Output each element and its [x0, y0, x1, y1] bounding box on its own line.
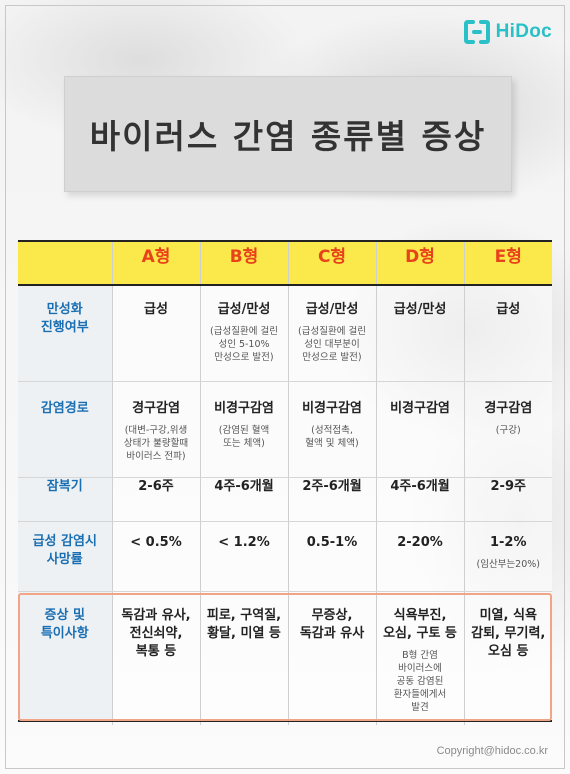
title-box: 바이러스 간염 종류별 증상: [64, 76, 512, 192]
page-frame: [5, 5, 565, 769]
table-cell: 4주-6개월: [200, 477, 289, 522]
cell-note: (대변-구강,위생 상태가 불량할때 바이러스 전파): [123, 424, 189, 462]
cell-main: 4주-6개월: [390, 478, 450, 494]
table-header-row: A형 B형 C형 D형 E형: [18, 240, 552, 286]
cell-main: 피로, 구역질, 황달, 미열 등: [206, 607, 282, 641]
table-cell: 4주-6개월: [376, 477, 465, 522]
cell-main: 미열, 식욕 감퇴, 무기력, 오심 등: [471, 607, 546, 659]
table-cell: < 0.5%: [112, 521, 201, 592]
cell-note: (임산부는20%): [476, 558, 541, 570]
cell-main: 식욕부진, 오심, 구토 등: [383, 607, 457, 641]
table-cell: 비경구감염 (성적접촉, 혈액 및 체액): [288, 381, 377, 478]
table-cell: 급성: [464, 285, 552, 382]
cell-note: (성적접촉, 혈액 및 체액): [305, 424, 359, 449]
hidoc-logo-icon: [463, 20, 490, 44]
cell-main: 급성/만성: [217, 302, 271, 317]
table-cell: 미열, 식욕 감퇴, 무기력, 오심 등: [464, 591, 552, 721]
copyright-text: Copyright@hidoc.co.kr: [436, 745, 548, 757]
cell-main: 비경구감염: [214, 400, 274, 416]
cell-main: 급성/만성: [305, 302, 359, 317]
header-empty-cell: [18, 240, 113, 286]
table-cell: 독감과 유사, 전신쇠약, 복통 등: [112, 591, 201, 721]
cell-main: 2-9주: [490, 478, 526, 494]
table-cell: 2-9주: [464, 477, 552, 522]
table-cell: 비경구감염: [376, 381, 465, 478]
cell-main: 0.5-1%: [306, 534, 358, 550]
rule-cell: [200, 720, 289, 725]
rule-cell: [288, 720, 377, 725]
table-cell: 급성: [112, 285, 201, 382]
row-label: 만성화 진행여부: [18, 285, 113, 382]
column-header: B형: [200, 240, 289, 286]
table-cell: 경구감염 (대변-구강,위생 상태가 불량할때 바이러스 전파): [112, 381, 201, 478]
table-cell: 급성/만성 (급성질환에 걸린 성인 5-10% 만성으로 발전): [200, 285, 289, 382]
cell-main: 1-2%: [489, 534, 527, 550]
table-cell: 식욕부진, 오심, 구토 등 B형 간염 바이러스에 공동 감염된 환자들에게서 …: [376, 591, 465, 721]
table-cell: 2-20%: [376, 521, 465, 592]
cell-main: 2주-6개월: [302, 478, 362, 494]
cell-main: 급성: [496, 302, 521, 317]
table-cell: 급성/만성 (급성질환에 걸린 성인 대부분이 만성으로 발전): [288, 285, 377, 382]
row-label: 잠복기: [18, 477, 113, 522]
cell-main: 급성/만성: [393, 302, 447, 317]
table-row: 증상 및 특이사항 독감과 유사, 전신쇠약, 복통 등 피로, 구역질, 황달…: [18, 591, 552, 721]
cell-main: 경구감염: [484, 400, 533, 416]
row-label-text: 증상 및 특이사항: [40, 607, 89, 641]
row-label: 증상 및 특이사항: [18, 591, 113, 721]
row-label-text: 잠복기: [46, 478, 83, 494]
row-label-text: 만성화 진행여부: [40, 302, 89, 335]
table-row: 급성 감염시 사망률 < 0.5% < 1.2% 0.5-1% 2-20% 1-…: [18, 521, 552, 592]
table-bottom-rule: [18, 720, 552, 725]
hidoc-logo-text: HiDoc: [495, 21, 552, 42]
cell-main: 급성: [144, 302, 168, 317]
cell-main: 4주-6개월: [214, 478, 274, 494]
cell-note: B형 간염 바이러스에 공동 감염된 환자들에게서 발견: [393, 649, 447, 713]
table-cell: < 1.2%: [200, 521, 289, 592]
cell-note: (감염된 혈액 또는 체액): [218, 424, 270, 449]
table-cell: 2주-6개월: [288, 477, 377, 522]
cell-main: 경구감염: [132, 400, 180, 416]
table-cell: 무증상, 독감과 유사: [288, 591, 377, 721]
cell-main: 비경구감염: [390, 400, 450, 416]
rule-cell: [18, 720, 113, 725]
cell-main: 비경구감염: [302, 400, 362, 416]
cell-note: (급성질환에 걸린 성인 대부분이 만성으로 발전): [298, 326, 366, 363]
table-cell: 2-6주: [112, 477, 201, 522]
table-row: 만성화 진행여부 급성 급성/만성 (급성질환에 걸린 성인 5-10% 만성으로…: [18, 285, 552, 382]
column-header: A형: [112, 240, 201, 286]
table-row: 잠복기 2-6주 4주-6개월 2주-6개월 4주-6개월 2-9주: [18, 477, 552, 522]
column-header: D형: [376, 240, 465, 286]
column-header: E형: [464, 240, 552, 286]
row-label-text: 감염경로: [40, 400, 89, 416]
row-label-text: 급성 감염시 사망률: [32, 533, 97, 567]
table-cell: 1-2% (임산부는20%): [464, 521, 552, 592]
table-cell: 피로, 구역질, 황달, 미열 등: [200, 591, 289, 721]
rule-cell: [112, 720, 201, 725]
row-label: 감염경로: [18, 381, 113, 478]
cell-main: 2-20%: [397, 534, 443, 550]
table-cell: 0.5-1%: [288, 521, 377, 592]
cell-note: (급성질환에 걸린 성인 5-10% 만성으로 발전): [210, 326, 278, 363]
cell-main: 2-6주: [138, 478, 174, 494]
hidoc-logo: HiDoc: [463, 20, 552, 44]
table-cell: 경구감염 (구강): [464, 381, 552, 478]
table-row: 감염경로 경구감염 (대변-구강,위생 상태가 불량할때 바이러스 전파) 비경구…: [18, 381, 552, 478]
page-title: 바이러스 간염 종류별 증상: [89, 117, 487, 156]
rule-cell: [464, 720, 552, 725]
cell-main: 독감과 유사, 전신쇠약, 복통 등: [121, 607, 191, 659]
hepatitis-symptom-table: A형 B형 C형 D형 E형 만성화 진행여부 급성 급성/만성 (급성질환에 걸…: [18, 240, 552, 725]
cell-main: < 0.5%: [130, 534, 182, 550]
table-cell: 급성/만성: [376, 285, 465, 382]
rule-cell: [376, 720, 465, 725]
cell-main: < 1.2%: [218, 534, 270, 550]
table-cell: 비경구감염 (감염된 혈액 또는 체액): [200, 381, 289, 478]
cell-note: (구강): [495, 424, 521, 436]
row-label: 급성 감염시 사망률: [18, 521, 113, 592]
cell-main: 무증상, 독감과 유사: [299, 607, 365, 641]
column-header: C형: [288, 240, 377, 286]
